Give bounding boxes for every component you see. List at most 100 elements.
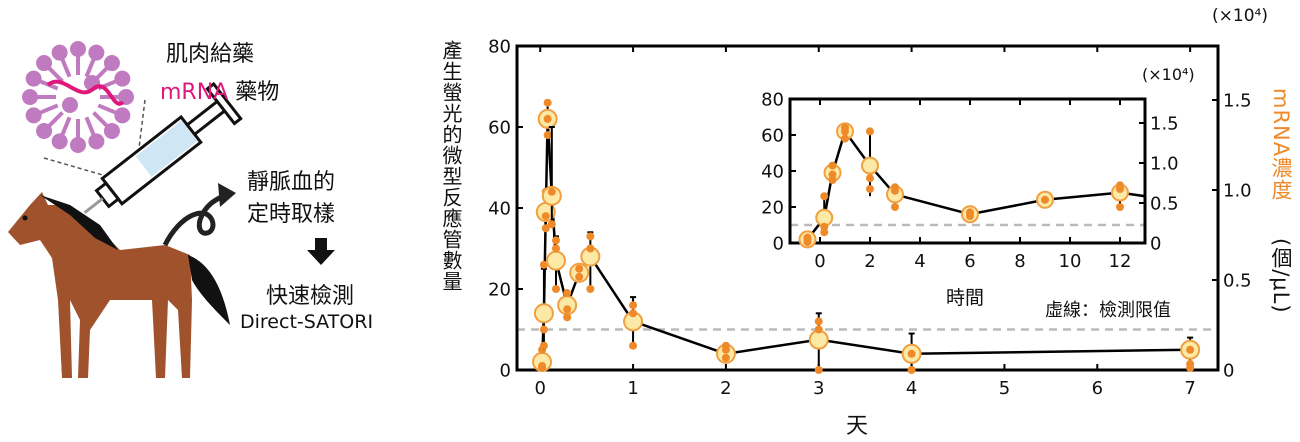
method-label: Direct-SATORI	[240, 311, 374, 333]
replicate-point	[538, 361, 547, 370]
y-tick-label: 40	[761, 161, 784, 182]
replicate-point	[563, 313, 572, 322]
x-tick-label: 3	[813, 378, 824, 399]
mean-point	[541, 185, 562, 206]
sampling-label-2: 定時取樣	[247, 202, 336, 227]
replicate-point	[721, 353, 730, 362]
x-tick-label: 4	[914, 251, 925, 272]
inset-x-axis-label: 時間	[946, 287, 985, 309]
y-tick-label: 80	[488, 36, 511, 57]
replicate-point	[1186, 359, 1195, 368]
mean-point	[533, 303, 554, 324]
replicate-point	[541, 224, 550, 233]
y-tick-label: 20	[488, 279, 511, 300]
y2-tick-label: 0	[1223, 360, 1234, 381]
x-tick-label: 2	[720, 378, 731, 399]
replicate-point	[907, 349, 916, 358]
injection-label: 肌肉給藥	[166, 42, 255, 67]
x-tick-label: 6	[964, 251, 975, 272]
y2-tick-label: 1.0	[1150, 153, 1179, 174]
replicate-point	[551, 236, 560, 245]
inset-y2-multiplier: (×10⁴)	[1142, 65, 1195, 84]
x-tick-label: 12	[1109, 251, 1132, 272]
replicate-point	[841, 134, 849, 143]
y2-tick-label: 0.5	[1223, 270, 1252, 291]
replicate-point	[543, 131, 552, 140]
replicate-point	[539, 260, 548, 269]
y2-tick-label: 0.5	[1150, 193, 1179, 214]
lipid-nanoparticle-icon	[22, 41, 134, 153]
drug-label: 藥物	[235, 80, 280, 105]
x-tick-label: 0	[534, 378, 545, 399]
mrna-label: mRNA	[160, 80, 229, 105]
detection-label: 快速檢測	[266, 284, 355, 309]
sampling-label-1: 靜脈血的	[247, 170, 336, 195]
replicate-point	[547, 187, 556, 196]
x-tick-label: 4	[906, 378, 917, 399]
y-tick-label: 40	[488, 198, 511, 219]
x-tick-label: 6	[1092, 378, 1103, 399]
syringe-icon	[83, 81, 243, 214]
y-tick-label: 0	[500, 360, 511, 381]
replicate-point	[828, 161, 837, 170]
replicate-point	[1116, 181, 1124, 190]
y2-axis-unit: (個/μL)	[1269, 238, 1293, 314]
down-arrow-icon	[307, 238, 335, 265]
x-tick-label: 1	[627, 378, 638, 399]
replicate-point	[1041, 195, 1049, 204]
replicate-point	[563, 289, 572, 298]
replicate-point	[543, 98, 552, 107]
replicate-point	[814, 317, 823, 326]
mean-point	[569, 262, 590, 283]
replicate-point	[629, 341, 638, 350]
replicate-point	[907, 366, 916, 374]
y2-multiplier: (×10⁴)	[1212, 6, 1268, 26]
replicate-point	[866, 127, 874, 136]
mean-point	[545, 250, 566, 271]
x-tick-label: 0	[814, 251, 825, 272]
y2-tick-label: 0	[1150, 233, 1161, 254]
replicate-point	[586, 285, 595, 293]
replicate-point	[563, 305, 572, 314]
y2-axis-label: mRNA濃度	[1269, 88, 1293, 202]
replicate-point	[1116, 203, 1124, 211]
replicate-point	[966, 208, 974, 217]
replicate-point	[547, 220, 556, 229]
x-tick-label: 2	[864, 251, 875, 272]
y-tick-label: 60	[488, 117, 511, 138]
replicate-point	[575, 272, 584, 281]
replicate-point	[820, 192, 829, 201]
replicate-point	[539, 341, 548, 350]
x-tick-label: 10	[1059, 251, 1082, 272]
replicate-point	[803, 233, 812, 242]
replicate-point	[820, 222, 829, 231]
y2-tick-label: 1.5	[1150, 113, 1179, 134]
replicate-point	[543, 114, 552, 123]
y-tick-label: 60	[761, 125, 784, 146]
series-line	[806, 128, 1146, 241]
replicate-point	[629, 309, 638, 318]
x-tick-label: 7	[1184, 378, 1195, 399]
replicate-point	[1186, 345, 1195, 354]
replicate-point	[828, 170, 837, 179]
detection-limit-annotation: 虛線：檢測限值	[1045, 300, 1171, 321]
replicate-point	[814, 366, 823, 374]
mean-point	[861, 156, 879, 175]
replicate-point	[721, 341, 730, 350]
replicate-point	[629, 301, 638, 310]
x-axis-label: 天	[846, 414, 869, 439]
y2-tick-label: 1.5	[1223, 90, 1252, 111]
replicate-point	[814, 325, 823, 334]
x-tick-label: 5	[999, 378, 1010, 399]
replicate-point	[575, 264, 584, 273]
replicate-point	[866, 185, 874, 193]
y-tick-label: 80	[761, 89, 784, 110]
y-tick-label: 20	[761, 197, 784, 218]
y2-tick-label: 1.0	[1223, 180, 1252, 201]
replicate-point	[586, 244, 595, 253]
replicate-point	[866, 174, 874, 183]
replicate-point	[586, 232, 595, 241]
replicate-point	[891, 203, 899, 211]
replicate-point	[551, 285, 560, 293]
